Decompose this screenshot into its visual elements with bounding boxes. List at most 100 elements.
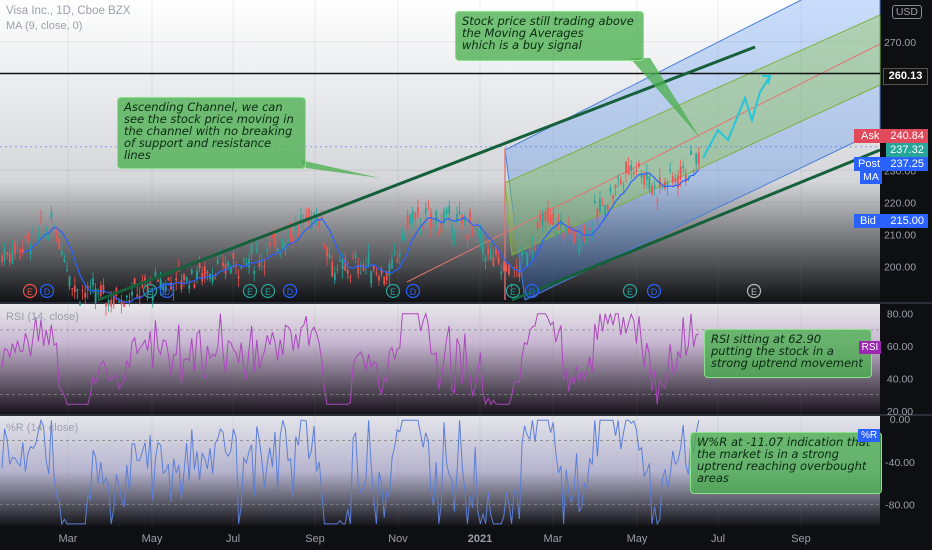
candle-body xyxy=(37,233,40,236)
candle-body xyxy=(58,238,61,249)
candle-body xyxy=(541,212,544,225)
candle-body xyxy=(630,165,633,171)
candle-body xyxy=(617,177,620,179)
earnings-marker xyxy=(746,283,762,299)
candle-body xyxy=(406,215,409,230)
time-tick-label: Nov xyxy=(388,533,408,545)
candle-body xyxy=(118,300,120,303)
candle-body xyxy=(370,270,373,284)
price-tick-label: 220.00 xyxy=(884,197,916,209)
earnings-marker-label: E xyxy=(627,287,633,297)
time-tick-label: Jul xyxy=(711,533,725,545)
candle-body xyxy=(284,242,287,251)
rsi-tag: RSI xyxy=(859,341,881,354)
candle-body xyxy=(669,169,672,172)
channel-note[interactable]: Ascending Channel, we can see the stock … xyxy=(117,97,306,169)
candle-body xyxy=(549,214,552,225)
candle-body xyxy=(682,166,685,168)
candle-body xyxy=(97,293,100,295)
candle-body xyxy=(190,269,193,274)
candle-body xyxy=(424,208,427,214)
earnings-marker-label: D xyxy=(529,287,536,297)
rsi-note[interactable]: RSI sitting at 62.90 putting the stock i… xyxy=(704,329,872,378)
candle-body xyxy=(157,280,159,282)
candle-body xyxy=(430,212,432,229)
candle-body xyxy=(94,288,97,303)
candle-body xyxy=(242,259,245,261)
wr-note[interactable]: W%R at -11.07 indication that the market… xyxy=(690,432,882,494)
candle-body xyxy=(14,242,16,255)
candle-body xyxy=(32,229,35,232)
candle-body xyxy=(222,262,224,267)
candle-body xyxy=(346,269,349,274)
rsi-tick-label: 60.00 xyxy=(887,341,913,353)
currency-badge[interactable]: USD xyxy=(891,5,922,19)
candle-body xyxy=(375,272,378,274)
candle-body xyxy=(196,270,198,279)
candle-body xyxy=(393,252,396,254)
candle-body xyxy=(456,213,458,223)
candle-body xyxy=(300,214,302,223)
candle-body xyxy=(539,214,542,221)
candle-body xyxy=(159,279,162,290)
time-tick-label: Mar xyxy=(544,533,563,545)
channel-support-line xyxy=(511,148,881,302)
candle-body xyxy=(463,217,466,223)
candle-body xyxy=(84,292,87,298)
earnings-marker xyxy=(142,283,158,299)
earnings-marker-label: D xyxy=(287,287,294,297)
candle-body xyxy=(544,211,547,222)
wr-tick-label: -80.00 xyxy=(885,500,915,512)
candle-body xyxy=(591,230,594,232)
candle-body xyxy=(565,227,568,231)
earnings-marker xyxy=(622,283,638,299)
candle-body xyxy=(474,228,477,231)
candle-body xyxy=(50,211,53,219)
time-tick-label: 2021 xyxy=(468,533,492,545)
candle-body xyxy=(578,238,581,254)
candle-body xyxy=(588,228,591,231)
candle-body xyxy=(105,303,107,307)
candle-body xyxy=(235,264,237,267)
ask-label: Ask xyxy=(861,130,880,142)
candle-body xyxy=(354,253,357,259)
ask-value: 240.84 xyxy=(890,130,924,142)
candle-body xyxy=(320,217,323,219)
candle-body xyxy=(73,285,76,293)
candle-body xyxy=(76,289,79,291)
wr-tick-label: -40.00 xyxy=(885,457,915,469)
candle-body xyxy=(349,276,352,278)
candle-body xyxy=(164,286,167,291)
candle-body xyxy=(500,271,503,274)
candle-body xyxy=(640,174,643,178)
candle-body xyxy=(89,285,92,288)
ma-note[interactable]: Stock price still trading above the Movi… xyxy=(455,11,644,61)
time-tick-label: May xyxy=(142,533,163,545)
candle-body xyxy=(651,186,653,195)
candle-body xyxy=(183,274,185,280)
candle-body xyxy=(294,221,297,232)
candle-body xyxy=(601,204,604,206)
candle-body xyxy=(664,181,666,189)
candle-body xyxy=(47,236,50,241)
candle-body xyxy=(81,290,84,292)
candle-body xyxy=(562,232,565,239)
candle-body xyxy=(557,219,560,222)
candle-body xyxy=(297,227,300,229)
candle-body xyxy=(690,150,692,155)
candle-body xyxy=(497,257,500,264)
candle-body xyxy=(245,262,248,265)
time-tick-label: Sep xyxy=(791,533,811,545)
candle-body xyxy=(68,276,71,287)
bid-label: Bid xyxy=(860,215,876,227)
candle-body xyxy=(523,252,526,254)
candle-body xyxy=(427,207,430,209)
candle-body xyxy=(339,260,341,262)
candle-body xyxy=(671,176,674,183)
candle-body xyxy=(502,262,505,271)
candle-body xyxy=(216,259,219,264)
candle-body xyxy=(378,276,380,281)
candle-body xyxy=(526,252,529,267)
candle-body xyxy=(625,161,627,173)
candle-body xyxy=(435,211,438,224)
